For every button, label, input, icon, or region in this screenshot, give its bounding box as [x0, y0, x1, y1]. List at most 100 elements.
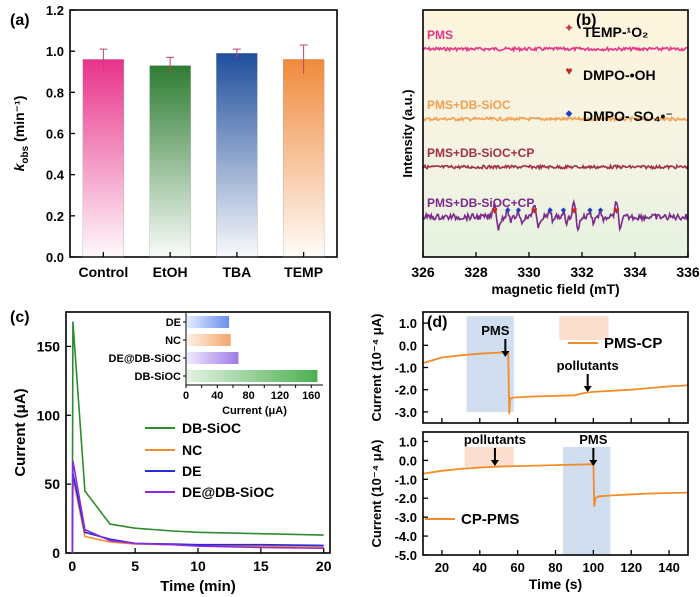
- y-tick-label: -3.0: [395, 510, 417, 525]
- y-axis-label: Current (10⁻⁴ μA): [369, 314, 384, 422]
- spectrum-line: [422, 163, 689, 171]
- series-label: PMS+DB-SiOC+CP: [427, 146, 534, 160]
- series-line: [71, 321, 324, 554]
- panel-b: PMS PMS+DB-SiOC PMS+DB-SiOC+CP PMS+DB-SiOC+…: [400, 9, 700, 297]
- series-label: PMS: [427, 28, 453, 42]
- arrow-head: [589, 460, 598, 466]
- shaded-region: [464, 447, 514, 467]
- axes-frame: [422, 311, 689, 424]
- y-tick-label: -1.0: [395, 361, 417, 376]
- legend-label: CP-PMS: [461, 511, 519, 528]
- diamond-marker: ◆: [587, 207, 593, 214]
- spectrum-line: [422, 45, 689, 53]
- y-tick-label: -4.0: [395, 529, 417, 544]
- arrow-head: [583, 386, 592, 392]
- y-tick-label: -2.0: [395, 491, 417, 506]
- inset-bar: [186, 334, 231, 346]
- inset-x-tick-label: 120: [271, 390, 289, 402]
- y-tick-label: 1.0: [399, 316, 417, 331]
- y-tick-label: 50: [44, 476, 60, 492]
- x-axis-label: Time (min): [160, 578, 236, 595]
- bar-etoh: [149, 65, 191, 258]
- diamond-marker: ◆: [598, 207, 604, 214]
- y-axis-label: Current (10⁻⁴ μA): [369, 440, 384, 548]
- panel-a: 0.0 0.2 0.4 0.6 0.8 1.0 1.2 Control EtOH TBA TEMP (…: [10, 3, 338, 280]
- axes-frame: [422, 9, 689, 258]
- y-tick-label: 0: [52, 545, 60, 561]
- x-tick-label: 20: [316, 558, 332, 574]
- y-tick-label: 0.6: [46, 127, 64, 142]
- inset-x-tick-label: 80: [243, 390, 255, 402]
- y-tick-label: 0.4: [46, 168, 65, 183]
- x-tick-label: 15: [253, 558, 269, 574]
- panel-label: (a): [10, 12, 30, 29]
- legend-label: DB-SiOC: [182, 420, 241, 436]
- legend-label: DE@DB-SiOC: [182, 484, 274, 500]
- heart-marker: ♥: [571, 205, 578, 217]
- series-label: PMS+DB-SiOC: [427, 98, 511, 112]
- y-tick-label: 150: [37, 338, 61, 354]
- subplot-2: 1.0 0.0 -1.0 -2.0 -3.0 -4.0 -5.0 20 40 60 80 100 120…: [369, 431, 689, 575]
- x-tick-label: 140: [658, 560, 680, 575]
- inset-x-axis-label: Current (μA): [222, 405, 287, 417]
- heart-marker: ♥: [491, 205, 498, 217]
- legend-label: DMPO-•OH: [583, 67, 656, 83]
- x-axis-label: magnetic field (mT): [491, 281, 619, 297]
- bar-control: [82, 59, 125, 258]
- legend-label: NC: [182, 442, 202, 458]
- panel-label: (d): [427, 314, 447, 331]
- y-tick-label: 0.0: [399, 453, 417, 468]
- shaded-region: [466, 316, 514, 412]
- x-tick-label: 328: [464, 264, 488, 280]
- y-tick-label: -1.0: [395, 472, 417, 487]
- current-line: [422, 463, 689, 507]
- y-tick-label: 1.0: [46, 44, 64, 59]
- bar-tba: [216, 53, 258, 258]
- panel-d: 1.0 0.0 -1.0 -2.0 -3.0 PMS pollutants PMS-CP Cur…: [369, 311, 689, 592]
- y-tick-label: -2.0: [395, 383, 417, 398]
- x-tick-label: 332: [570, 264, 594, 280]
- x-tick-label: EtOH: [153, 264, 188, 280]
- x-tick-label: 120: [620, 560, 642, 575]
- inset-bar: [186, 370, 318, 382]
- y-axis-label: Intensity (a.u.): [400, 89, 415, 177]
- y-tick-label: 1.2: [46, 3, 64, 18]
- inset-x-tick-label: 160: [302, 390, 320, 402]
- bar-temp: [282, 59, 325, 258]
- inset-x-tick-label: 0: [183, 390, 189, 402]
- panel-label: (b): [576, 12, 596, 29]
- legend-symbol: ◆: [566, 108, 573, 118]
- x-tick-label: 336: [676, 264, 700, 280]
- shaded-region: [559, 316, 609, 340]
- heart-marker: ♥: [531, 205, 538, 217]
- x-tick-label: 334: [623, 264, 647, 280]
- subplot-1: 1.0 0.0 -1.0 -2.0 -3.0 PMS pollutants PMS-CP Cur…: [369, 311, 689, 424]
- annotation-label: pollutants: [557, 358, 619, 373]
- shaded-region: [563, 447, 611, 555]
- arrow-head: [490, 460, 499, 466]
- y-tick-label: 0.0: [46, 250, 64, 265]
- x-tick-label: TEMP: [284, 264, 323, 280]
- legend-label: DE: [182, 463, 201, 479]
- legend-label: TEMP-¹O₂: [583, 24, 648, 40]
- arrow-head: [501, 351, 510, 357]
- x-tick-label: 100: [583, 560, 605, 575]
- inset-category-label: NC: [165, 335, 181, 347]
- spectrum-line: [422, 198, 689, 233]
- y-axis-label: Current (μA): [12, 388, 29, 476]
- y-tick-label: -3.0: [395, 405, 417, 420]
- inset-category-label: DE@DB-SiOC: [109, 353, 182, 365]
- panel-c: 0 50 100 150 0 5 10 15 20 Time (min) Current (μA) (…: [10, 309, 332, 595]
- heart-marker: ♥: [613, 205, 620, 217]
- x-tick-label: 80: [548, 560, 562, 575]
- diamond-marker: ◆: [516, 207, 522, 214]
- y-tick-label: -5.0: [395, 548, 417, 563]
- legend-symbol: ✦: [564, 21, 574, 35]
- axes-frame: [422, 431, 689, 556]
- inset-category-label: DB-SiOC: [135, 371, 182, 383]
- series-label: PMS+DB-SiOC+CP: [427, 196, 534, 210]
- x-tick-label: 20: [435, 560, 449, 575]
- legend-symbol: ♥: [565, 64, 572, 78]
- annotation-label: pollutants: [464, 432, 526, 447]
- y-axis-label: kobs (min⁻¹): [11, 96, 31, 172]
